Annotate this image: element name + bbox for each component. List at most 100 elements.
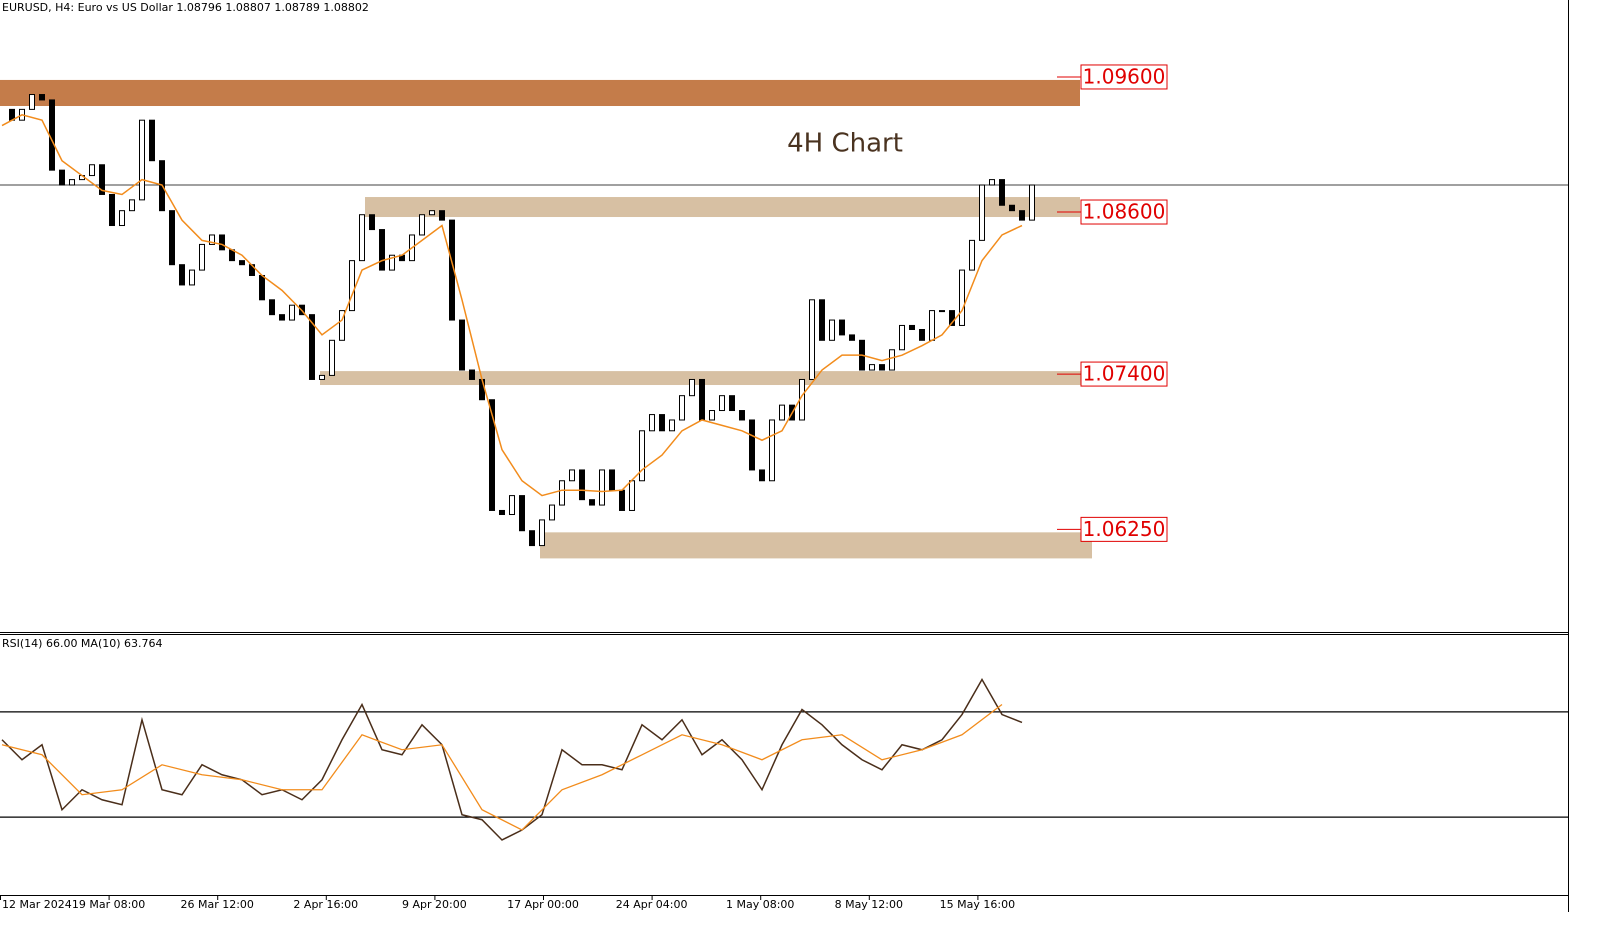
candle <box>289 304 295 321</box>
candle <box>959 269 965 326</box>
candle <box>369 214 375 231</box>
x-tick-label: 8 May 12:00 <box>835 898 903 911</box>
candle <box>639 430 645 482</box>
candle <box>519 495 525 532</box>
candle <box>699 378 705 421</box>
candle <box>919 329 925 341</box>
candle <box>1009 204 1015 212</box>
candle <box>49 99 55 171</box>
zone <box>540 532 1092 559</box>
x-tick-label: 1 May 08:00 <box>726 898 794 911</box>
candle <box>309 314 315 380</box>
candle <box>239 260 245 266</box>
level-label: 1.09600 <box>1083 64 1166 88</box>
level-label: 1.08600 <box>1083 200 1166 224</box>
zone <box>320 371 1085 386</box>
candle <box>499 509 505 516</box>
candle <box>279 314 285 321</box>
candle <box>529 530 535 547</box>
candle <box>999 179 1005 206</box>
x-tick-label: 9 Apr 20:00 <box>402 898 467 911</box>
candle <box>39 94 45 101</box>
candle <box>989 179 995 186</box>
candle <box>439 210 445 221</box>
candle <box>119 210 125 227</box>
candle <box>739 410 745 421</box>
candle <box>1019 210 1025 221</box>
level-label: 1.07400 <box>1083 362 1166 386</box>
candle <box>669 419 675 432</box>
candle <box>389 254 395 271</box>
candle <box>139 119 145 201</box>
candle <box>569 469 575 482</box>
x-tick-label: 26 Mar 12:00 <box>180 898 253 911</box>
candle <box>219 234 225 251</box>
chart-header: EURUSD, H4: Euro vs US Dollar 1.08796 1.… <box>2 1 369 14</box>
candle <box>879 364 885 371</box>
candle <box>979 184 985 241</box>
candle <box>169 210 175 266</box>
candle <box>949 310 955 326</box>
candle <box>559 480 565 506</box>
candle <box>659 414 665 432</box>
candle <box>429 210 435 216</box>
x-tick-label: 24 Apr 04:00 <box>616 898 688 911</box>
rsi-header: RSI(14) 66.00 MA(10) 63.764 <box>2 637 163 650</box>
candle <box>839 319 845 336</box>
candle <box>479 378 485 401</box>
candle <box>509 495 515 516</box>
chart-title: 4H Chart <box>787 129 903 159</box>
candle <box>849 334 855 341</box>
candle <box>469 369 475 380</box>
candle <box>709 410 715 421</box>
candle <box>1029 184 1035 221</box>
candle <box>939 310 945 313</box>
candle <box>189 269 195 286</box>
x-tick-label: 12 Mar 2024 <box>2 898 72 911</box>
zone <box>0 79 1080 107</box>
level-box <box>1080 199 1168 225</box>
candle <box>649 414 655 432</box>
candle <box>329 339 335 376</box>
candle <box>809 299 815 380</box>
candle <box>149 119 155 162</box>
candle <box>209 234 215 245</box>
candle <box>779 404 785 421</box>
candle <box>199 243 205 271</box>
candle <box>719 395 725 412</box>
candle <box>539 519 545 547</box>
candle <box>759 469 765 482</box>
candle <box>749 419 755 471</box>
candle <box>179 264 185 286</box>
candle <box>689 378 695 397</box>
candle <box>829 319 835 341</box>
candle <box>549 504 555 521</box>
candle <box>109 193 115 227</box>
candle <box>589 499 595 506</box>
candle <box>89 164 95 177</box>
level-box <box>1080 64 1168 90</box>
candle <box>819 299 825 341</box>
candle <box>889 349 895 371</box>
candle <box>59 169 65 186</box>
candle <box>99 164 105 195</box>
x-tick-label: 2 Apr 16:00 <box>293 898 358 911</box>
level-box <box>1080 516 1168 542</box>
candle <box>69 179 75 186</box>
candle <box>769 419 775 482</box>
candle <box>29 94 35 110</box>
candle <box>579 469 585 501</box>
candle <box>729 395 735 412</box>
candle <box>259 274 265 301</box>
candle <box>899 324 905 351</box>
candle <box>929 310 935 341</box>
candle <box>269 299 275 316</box>
candle <box>619 489 625 511</box>
candle <box>489 399 495 511</box>
candle <box>319 374 325 380</box>
candle <box>459 319 465 371</box>
candle <box>679 395 685 421</box>
candle <box>629 480 635 511</box>
candle <box>969 239 975 271</box>
